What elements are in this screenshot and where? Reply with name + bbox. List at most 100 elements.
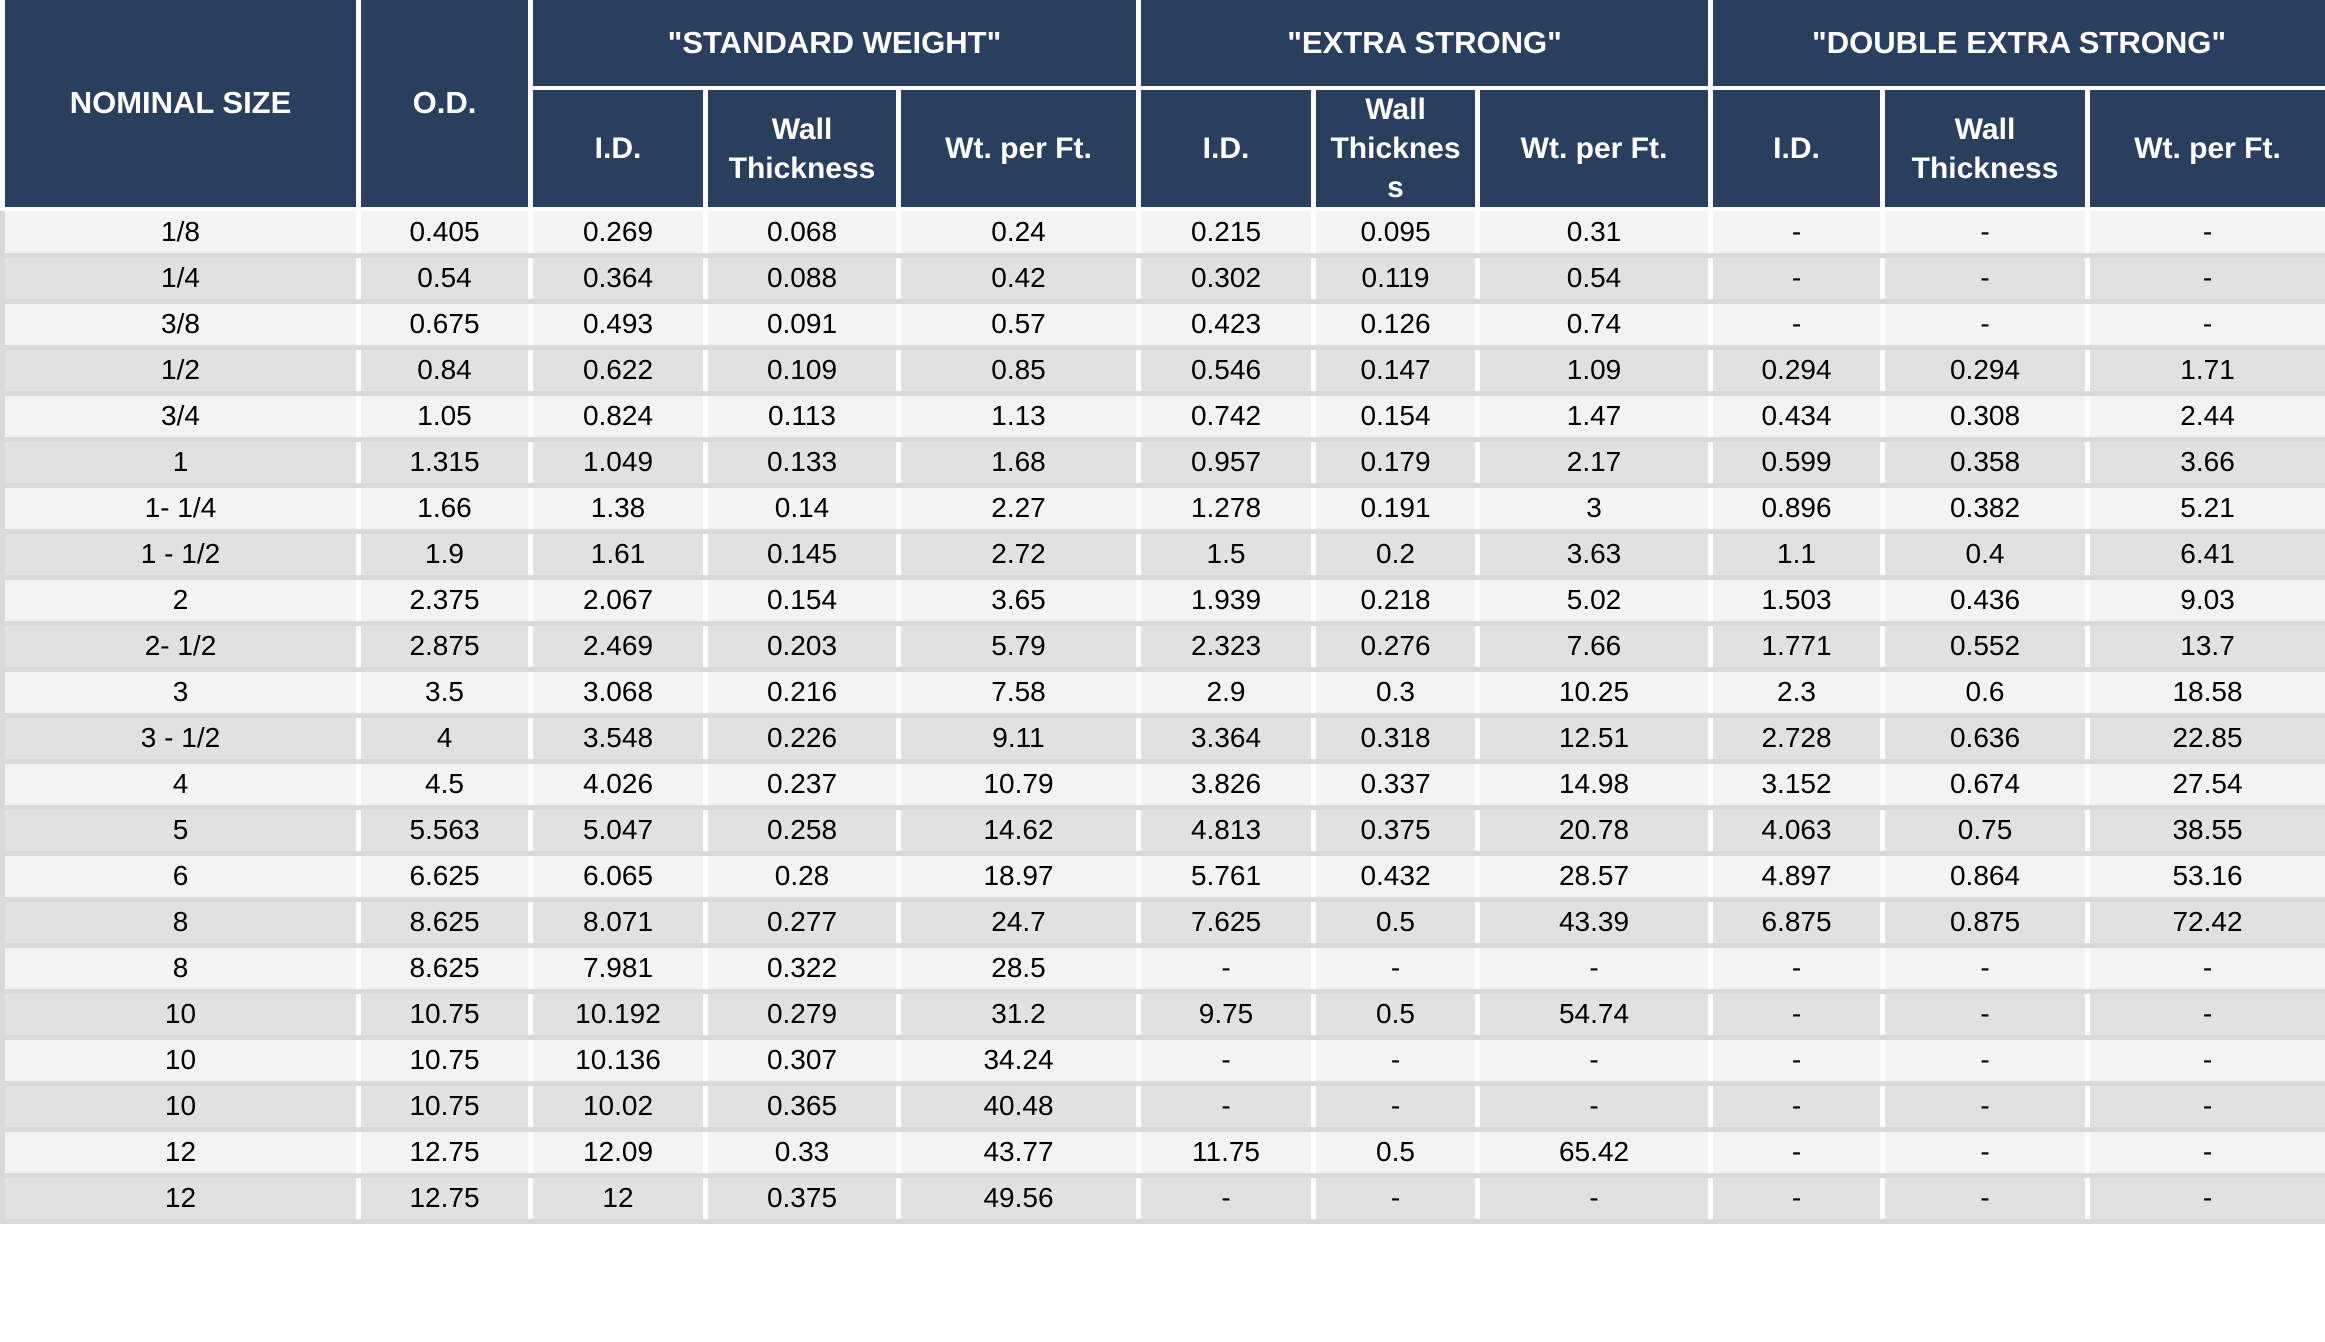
table-row: 12 12.75 12.09 0.33 43.77 11.75 0.5 65.42- - - — [0, 1129, 2325, 1178]
cell-dxs-wall: - — [1882, 945, 2091, 994]
cell-sw-wt: 18.97 — [898, 853, 1141, 902]
table-row: 1 1.315 1.049 0.133 1.68 0.957 0.179 2.17 0.599 0… — [0, 439, 2325, 488]
table-row: 8 8.625 8.071 0.277 24.7 7.625 0.5 43.39 6.875 0.… — [0, 899, 2325, 948]
cell-es-id: 5.761 — [1138, 853, 1316, 902]
cell-dxs-wt: 22.85 — [2087, 715, 2325, 764]
cell-es-id: 9.75 — [1138, 991, 1316, 1040]
header-es-wt-per-ft: Wt. per Ft. — [1477, 88, 1714, 211]
table-row: 1/8 0.405 0.269 0.068 0.24 0.215 0.095 0.31- - - — [0, 209, 2325, 258]
cell-dxs-id: - — [1710, 991, 1886, 1040]
cell-nominal-size: 5 — [0, 807, 361, 856]
cell-sw-wall: 0.14 — [705, 485, 901, 534]
cell-es-id: 11.75 — [1138, 1129, 1316, 1178]
cell-es-wall: 0.126 — [1313, 301, 1480, 350]
cell-es-wt: 7.66 — [1477, 623, 1714, 672]
cell-sw-wall: 0.203 — [705, 623, 901, 672]
table-row: 1 - 1/2 1.9 1.61 0.145 2.72 1.5 0.2 3.63 1.1 0.4 6… — [0, 531, 2325, 580]
cell-es-wall: 0.276 — [1313, 623, 1480, 672]
cell-es-wall: - — [1313, 945, 1480, 994]
cell-nominal-size: 1 — [0, 439, 361, 488]
cell-es-wall: 0.191 — [1313, 485, 1480, 534]
table-row: 3/4 1.05 0.824 0.113 1.13 0.742 0.154 1.47 0.434… — [0, 393, 2325, 442]
cell-dxs-id: 0.599 — [1710, 439, 1886, 488]
cell-dxs-wt: 3.66 — [2087, 439, 2325, 488]
cell-es-id: 3.364 — [1138, 715, 1316, 764]
cell-es-wall: 0.147 — [1313, 347, 1480, 396]
cell-nominal-size: 3 — [0, 669, 361, 718]
cell-es-wall: - — [1313, 1037, 1480, 1086]
cell-dxs-wall: 0.382 — [1882, 485, 2091, 534]
cell-sw-id: 12 — [530, 1175, 708, 1224]
cell-dxs-wall: - — [1882, 991, 2091, 1040]
cell-es-id: 0.546 — [1138, 347, 1316, 396]
cell-es-id: 1.278 — [1138, 485, 1316, 534]
header-es-id: I.D. — [1138, 88, 1316, 211]
cell-sw-wt: 40.48 — [898, 1083, 1141, 1132]
cell-es-wt: 14.98 — [1477, 761, 1714, 810]
cell-sw-wt: 7.58 — [898, 669, 1141, 718]
cell-nominal-size: 2- 1/2 — [0, 623, 361, 672]
cell-sw-wall: 0.365 — [705, 1083, 901, 1132]
cell-od: 4 — [358, 715, 533, 764]
cell-dxs-wall: 0.674 — [1882, 761, 2091, 810]
cell-dxs-wt: 18.58 — [2087, 669, 2325, 718]
cell-dxs-wt: - — [2087, 945, 2325, 994]
header-sw-id: I.D. — [528, 88, 708, 211]
cell-sw-wt: 9.11 — [898, 715, 1141, 764]
cell-od: 12.75 — [358, 1175, 533, 1224]
cell-sw-id: 10.192 — [530, 991, 708, 1040]
cell-es-wall: 0.432 — [1313, 853, 1480, 902]
cell-nominal-size: 10 — [0, 1037, 361, 1086]
cell-nominal-size: 1/4 — [0, 255, 361, 304]
cell-es-wt: 0.74 — [1477, 301, 1714, 350]
cell-dxs-wall: - — [1882, 1083, 2091, 1132]
cell-sw-wall: 0.322 — [705, 945, 901, 994]
cell-sw-wt: 24.7 — [898, 899, 1141, 948]
cell-dxs-wall: - — [1882, 1037, 2091, 1086]
cell-nominal-size: 1/2 — [0, 347, 361, 396]
table-row: 1/2 0.84 0.622 0.109 0.85 0.546 0.147 1.09 0.294… — [0, 347, 2325, 396]
cell-sw-id: 0.364 — [530, 255, 708, 304]
cell-od: 10.75 — [358, 1037, 533, 1086]
cell-dxs-wall: - — [1882, 209, 2091, 258]
cell-dxs-id: - — [1710, 209, 1886, 258]
cell-sw-wt: 28.5 — [898, 945, 1141, 994]
header-sw-wall-thickness: Wall Thickness — [705, 88, 901, 211]
cell-dxs-wall: 0.6 — [1882, 669, 2091, 718]
table-row: 3/8 0.675 0.493 0.091 0.57 0.423 0.126 0.74- - - — [0, 301, 2325, 350]
cell-sw-id: 6.065 — [530, 853, 708, 902]
cell-es-wt: 2.17 — [1477, 439, 1714, 488]
cell-nominal-size: 3 - 1/2 — [0, 715, 361, 764]
cell-dxs-id: 1.503 — [1710, 577, 1886, 626]
cell-nominal-size: 1/8 — [0, 209, 361, 258]
cell-nominal-size: 10 — [0, 1083, 361, 1132]
header-group-double-extra-strong: "DOUBLE EXTRA STRONG" — [1710, 0, 2325, 90]
cell-nominal-size: 3/4 — [0, 393, 361, 442]
cell-dxs-wt: - — [2087, 301, 2325, 350]
cell-dxs-id: 6.875 — [1710, 899, 1886, 948]
cell-dxs-wt: - — [2087, 991, 2325, 1040]
cell-es-id: 4.813 — [1138, 807, 1316, 856]
cell-sw-id: 1.049 — [530, 439, 708, 488]
cell-sw-wall: 0.154 — [705, 577, 901, 626]
cell-sw-wall: 0.145 — [705, 531, 901, 580]
cell-es-wt: 0.54 — [1477, 255, 1714, 304]
cell-od: 5.563 — [358, 807, 533, 856]
cell-sw-wall: 0.28 — [705, 853, 901, 902]
cell-es-wt: - — [1477, 1083, 1714, 1132]
table-row: 10 10.75 10.02 0.365 40.48- - - - - - — [0, 1083, 2325, 1132]
cell-dxs-wall: - — [1882, 1175, 2091, 1224]
cell-dxs-wt: 9.03 — [2087, 577, 2325, 626]
cell-sw-wall: 0.088 — [705, 255, 901, 304]
table-row: 8 8.625 7.981 0.322 28.5- - - - - - — [0, 945, 2325, 994]
cell-sw-wt: 0.85 — [898, 347, 1141, 396]
table-header: NOMINAL SIZE O.D. "STANDARD WEIGHT" "EXT… — [0, 0, 2325, 211]
cell-es-wt: 12.51 — [1477, 715, 1714, 764]
header-dxs-wt-per-ft: Wt. per Ft. — [2087, 88, 2325, 211]
cell-sw-wall: 0.091 — [705, 301, 901, 350]
table-row: 1- 1/4 1.66 1.38 0.14 2.27 1.278 0.191 3 0.896 0.… — [0, 485, 2325, 534]
cell-sw-wt: 0.24 — [898, 209, 1141, 258]
header-nominal-size: NOMINAL SIZE — [0, 0, 361, 211]
table-row: 5 5.563 5.047 0.258 14.62 4.813 0.375 20.78 4.06… — [0, 807, 2325, 856]
cell-sw-id: 1.38 — [530, 485, 708, 534]
